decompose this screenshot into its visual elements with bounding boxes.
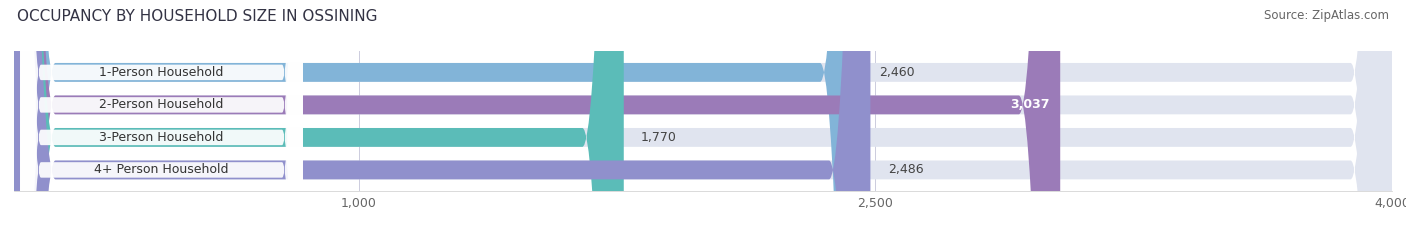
Text: 3,037: 3,037 <box>1011 98 1050 111</box>
FancyBboxPatch shape <box>14 0 1060 233</box>
FancyBboxPatch shape <box>20 0 302 233</box>
FancyBboxPatch shape <box>14 0 624 233</box>
Text: 2,460: 2,460 <box>879 66 914 79</box>
Text: 2,486: 2,486 <box>887 163 924 176</box>
FancyBboxPatch shape <box>20 0 302 233</box>
FancyBboxPatch shape <box>14 0 1392 233</box>
FancyBboxPatch shape <box>14 0 862 233</box>
FancyBboxPatch shape <box>14 0 1392 233</box>
FancyBboxPatch shape <box>14 0 1392 233</box>
Text: OCCUPANCY BY HOUSEHOLD SIZE IN OSSINING: OCCUPANCY BY HOUSEHOLD SIZE IN OSSINING <box>17 9 377 24</box>
FancyBboxPatch shape <box>20 0 302 233</box>
Text: Source: ZipAtlas.com: Source: ZipAtlas.com <box>1264 9 1389 22</box>
Text: 1,770: 1,770 <box>641 131 676 144</box>
Text: 2-Person Household: 2-Person Household <box>100 98 224 111</box>
FancyBboxPatch shape <box>14 0 870 233</box>
Text: 4+ Person Household: 4+ Person Household <box>94 163 229 176</box>
Text: 3-Person Household: 3-Person Household <box>100 131 224 144</box>
Text: 1-Person Household: 1-Person Household <box>100 66 224 79</box>
FancyBboxPatch shape <box>14 0 1392 233</box>
FancyBboxPatch shape <box>20 0 302 233</box>
